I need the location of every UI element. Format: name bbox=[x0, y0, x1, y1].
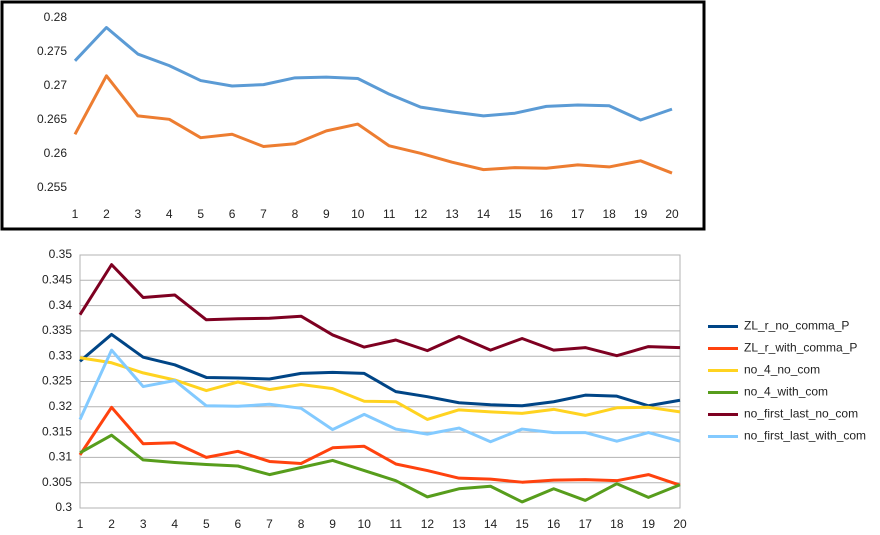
x-tick-label: 11 bbox=[390, 517, 403, 531]
legend-label: ZL_r_with_comma_P bbox=[744, 341, 857, 355]
series-line bbox=[78, 348, 681, 444]
x-tick-label: 19 bbox=[634, 207, 648, 221]
x-tick-label: 8 bbox=[292, 207, 299, 221]
y-tick-label: 0.33 bbox=[49, 348, 73, 362]
series-line bbox=[78, 405, 681, 487]
x-tick-label: 13 bbox=[445, 207, 459, 221]
series-line bbox=[73, 74, 673, 175]
series-line bbox=[73, 26, 673, 122]
x-tick-label: 13 bbox=[452, 517, 466, 531]
x-tick-label: 12 bbox=[414, 207, 428, 221]
y-tick-label: 0.32 bbox=[49, 399, 73, 413]
legend-label: no_4_with_com bbox=[744, 385, 828, 399]
series-line bbox=[79, 433, 681, 504]
x-tick-label: 14 bbox=[477, 207, 491, 221]
x-tick-label: 17 bbox=[571, 207, 585, 221]
x-tick-label: 6 bbox=[235, 517, 242, 531]
y-tick-label: 0.28 bbox=[44, 10, 68, 24]
x-tick-label: 9 bbox=[329, 517, 336, 531]
x-tick-label: 16 bbox=[547, 517, 561, 531]
plot-frame bbox=[79, 254, 681, 509]
x-tick-label: 17 bbox=[579, 517, 593, 531]
legend-label: no_first_last_no_com bbox=[744, 407, 858, 421]
y-tick-label: 0.305 bbox=[42, 475, 72, 489]
legend-label: no_4_no_com bbox=[744, 363, 820, 377]
x-tick-label: 2 bbox=[108, 517, 115, 531]
x-tick-label: 1 bbox=[72, 207, 79, 221]
x-tick-label: 9 bbox=[323, 207, 330, 221]
x-tick-label: 10 bbox=[358, 517, 372, 531]
x-tick-label: 12 bbox=[421, 517, 435, 531]
y-tick-label: 0.31 bbox=[49, 450, 73, 464]
x-tick-label: 2 bbox=[103, 207, 110, 221]
x-tick-label: 5 bbox=[203, 517, 210, 531]
x-tick-label: 10 bbox=[351, 207, 365, 221]
x-tick-label: 14 bbox=[484, 517, 498, 531]
y-tick-label: 0.315 bbox=[42, 424, 72, 438]
x-tick-label: 7 bbox=[266, 517, 273, 531]
x-tick-label: 15 bbox=[508, 207, 522, 221]
x-tick-label: 7 bbox=[260, 207, 267, 221]
series-line bbox=[79, 332, 681, 408]
x-tick-label: 8 bbox=[298, 517, 305, 531]
x-tick-label: 20 bbox=[673, 517, 687, 531]
x-tick-label: 4 bbox=[171, 517, 178, 531]
x-tick-label: 19 bbox=[642, 517, 656, 531]
chart-frame bbox=[0, 0, 706, 231]
y-tick-label: 0.27 bbox=[44, 78, 68, 92]
x-tick-label: 1 bbox=[77, 517, 84, 531]
legend-label: ZL_r_no_comma_P bbox=[744, 319, 849, 333]
x-tick-label: 4 bbox=[166, 207, 173, 221]
x-tick-label: 5 bbox=[197, 207, 204, 221]
x-tick-label: 3 bbox=[134, 207, 141, 221]
series-line bbox=[79, 356, 681, 421]
x-tick-label: 15 bbox=[515, 517, 529, 531]
legend-label: no_first_last_with_com bbox=[744, 429, 866, 443]
x-tick-label: 6 bbox=[229, 207, 236, 221]
y-tick-label: 0.345 bbox=[42, 272, 72, 286]
y-tick-label: 0.325 bbox=[42, 374, 72, 388]
x-tick-label: 18 bbox=[610, 517, 624, 531]
x-tick-label: 3 bbox=[140, 517, 147, 531]
y-tick-label: 0.255 bbox=[37, 180, 67, 194]
y-tick-label: 0.3 bbox=[55, 500, 72, 514]
series-line bbox=[78, 263, 681, 358]
x-tick-label: 20 bbox=[665, 207, 679, 221]
y-tick-label: 0.265 bbox=[37, 112, 67, 126]
y-tick-label: 0.335 bbox=[42, 323, 72, 337]
x-tick-label: 11 bbox=[383, 207, 396, 221]
x-tick-label: 18 bbox=[602, 207, 616, 221]
y-tick-label: 0.34 bbox=[49, 298, 73, 312]
y-tick-label: 0.275 bbox=[37, 44, 67, 58]
y-tick-label: 0.35 bbox=[49, 247, 73, 261]
y-tick-label: 0.26 bbox=[44, 146, 68, 160]
x-tick-label: 16 bbox=[540, 207, 554, 221]
